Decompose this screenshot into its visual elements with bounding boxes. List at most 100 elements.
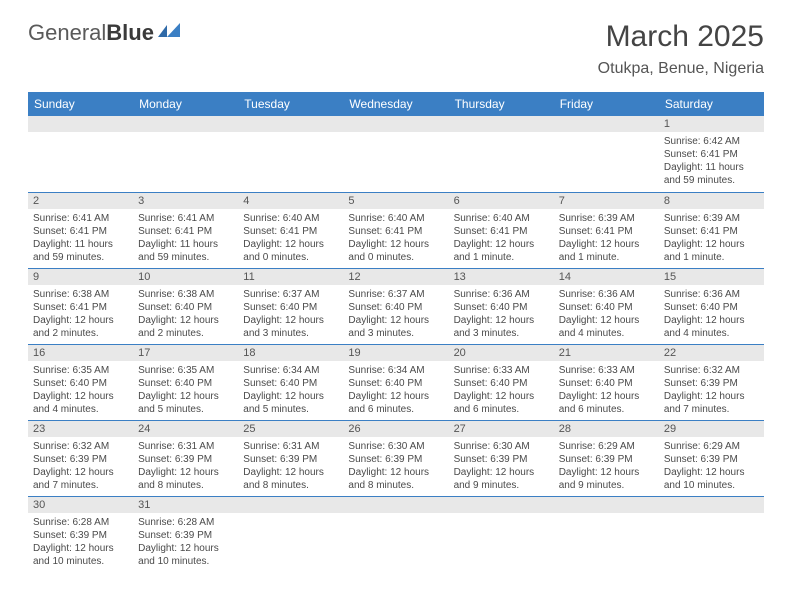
day-cell: 11Sunrise: 6:37 AMSunset: 6:40 PMDayligh… (238, 268, 343, 344)
day-body: Sunrise: 6:41 AMSunset: 6:41 PMDaylight:… (28, 209, 133, 268)
day-number: 18 (238, 345, 343, 361)
calendar-week: 2Sunrise: 6:41 AMSunset: 6:41 PMDaylight… (28, 192, 764, 268)
sunset: Sunset: 6:39 PM (559, 453, 654, 466)
day-cell: 14Sunrise: 6:36 AMSunset: 6:40 PMDayligh… (554, 268, 659, 344)
day-cell: 3Sunrise: 6:41 AMSunset: 6:41 PMDaylight… (133, 192, 238, 268)
sunset: Sunset: 6:39 PM (33, 529, 128, 542)
day-cell: 9Sunrise: 6:38 AMSunset: 6:41 PMDaylight… (28, 268, 133, 344)
empty-cell (554, 496, 659, 572)
sunset: Sunset: 6:41 PM (664, 225, 759, 238)
day-cell: 7Sunrise: 6:39 AMSunset: 6:41 PMDaylight… (554, 192, 659, 268)
day-body: Sunrise: 6:29 AMSunset: 6:39 PMDaylight:… (659, 437, 764, 496)
empty-cell (343, 116, 448, 192)
day-cell: 6Sunrise: 6:40 AMSunset: 6:41 PMDaylight… (449, 192, 554, 268)
daylight: Daylight: 12 hours and 2 minutes. (138, 314, 233, 340)
daylight: Daylight: 12 hours and 4 minutes. (664, 314, 759, 340)
sunrise: Sunrise: 6:28 AM (33, 516, 128, 529)
weekday-thursday: Thursday (449, 92, 554, 116)
day-body: Sunrise: 6:34 AMSunset: 6:40 PMDaylight:… (238, 361, 343, 420)
sunrise: Sunrise: 6:37 AM (243, 288, 338, 301)
sunset: Sunset: 6:39 PM (243, 453, 338, 466)
day-cell: 16Sunrise: 6:35 AMSunset: 6:40 PMDayligh… (28, 344, 133, 420)
day-number: 9 (28, 269, 133, 285)
calendar-table: SundayMondayTuesdayWednesdayThursdayFrid… (28, 92, 764, 572)
day-number: 8 (659, 193, 764, 209)
day-cell: 12Sunrise: 6:37 AMSunset: 6:40 PMDayligh… (343, 268, 448, 344)
empty-cell (554, 116, 659, 192)
sunrise: Sunrise: 6:38 AM (33, 288, 128, 301)
month-title: March 2025 (598, 20, 764, 54)
day-cell: 8Sunrise: 6:39 AMSunset: 6:41 PMDaylight… (659, 192, 764, 268)
day-body: Sunrise: 6:34 AMSunset: 6:40 PMDaylight:… (343, 361, 448, 420)
day-body: Sunrise: 6:28 AMSunset: 6:39 PMDaylight:… (133, 513, 238, 572)
day-body: Sunrise: 6:37 AMSunset: 6:40 PMDaylight:… (238, 285, 343, 344)
day-body: Sunrise: 6:35 AMSunset: 6:40 PMDaylight:… (28, 361, 133, 420)
sunset: Sunset: 6:41 PM (138, 225, 233, 238)
day-cell: 22Sunrise: 6:32 AMSunset: 6:39 PMDayligh… (659, 344, 764, 420)
calendar-week: 9Sunrise: 6:38 AMSunset: 6:41 PMDaylight… (28, 268, 764, 344)
weekday-wednesday: Wednesday (343, 92, 448, 116)
sunrise: Sunrise: 6:41 AM (138, 212, 233, 225)
calendar-week: 1Sunrise: 6:42 AMSunset: 6:41 PMDaylight… (28, 116, 764, 192)
day-body: Sunrise: 6:36 AMSunset: 6:40 PMDaylight:… (554, 285, 659, 344)
daylight: Daylight: 12 hours and 8 minutes. (348, 466, 443, 492)
daylight: Daylight: 12 hours and 6 minutes. (348, 390, 443, 416)
day-cell: 15Sunrise: 6:36 AMSunset: 6:40 PMDayligh… (659, 268, 764, 344)
sunset: Sunset: 6:40 PM (559, 377, 654, 390)
daylight: Daylight: 12 hours and 5 minutes. (138, 390, 233, 416)
sunrise: Sunrise: 6:30 AM (348, 440, 443, 453)
daylight: Daylight: 12 hours and 6 minutes. (454, 390, 549, 416)
daylight: Daylight: 12 hours and 0 minutes. (348, 238, 443, 264)
day-number: 26 (343, 421, 448, 437)
weekday-header: SundayMondayTuesdayWednesdayThursdayFrid… (28, 92, 764, 116)
weekday-sunday: Sunday (28, 92, 133, 116)
day-body: Sunrise: 6:41 AMSunset: 6:41 PMDaylight:… (133, 209, 238, 268)
day-cell: 13Sunrise: 6:36 AMSunset: 6:40 PMDayligh… (449, 268, 554, 344)
sunrise: Sunrise: 6:28 AM (138, 516, 233, 529)
day-number: 3 (133, 193, 238, 209)
daylight: Daylight: 11 hours and 59 minutes. (33, 238, 128, 264)
day-cell: 21Sunrise: 6:33 AMSunset: 6:40 PMDayligh… (554, 344, 659, 420)
sunset: Sunset: 6:40 PM (243, 301, 338, 314)
day-number: 28 (554, 421, 659, 437)
day-cell: 2Sunrise: 6:41 AMSunset: 6:41 PMDaylight… (28, 192, 133, 268)
day-number: 11 (238, 269, 343, 285)
day-cell: 1Sunrise: 6:42 AMSunset: 6:41 PMDaylight… (659, 116, 764, 192)
day-body: Sunrise: 6:40 AMSunset: 6:41 PMDaylight:… (343, 209, 448, 268)
sunrise: Sunrise: 6:30 AM (454, 440, 549, 453)
day-number: 23 (28, 421, 133, 437)
sunset: Sunset: 6:41 PM (454, 225, 549, 238)
day-cell: 10Sunrise: 6:38 AMSunset: 6:40 PMDayligh… (133, 268, 238, 344)
sunset: Sunset: 6:40 PM (454, 301, 549, 314)
day-body: Sunrise: 6:37 AMSunset: 6:40 PMDaylight:… (343, 285, 448, 344)
day-body: Sunrise: 6:31 AMSunset: 6:39 PMDaylight:… (133, 437, 238, 496)
day-number: 2 (28, 193, 133, 209)
brand-text: GeneralBlue (28, 20, 154, 46)
daylight: Daylight: 12 hours and 0 minutes. (243, 238, 338, 264)
sunrise: Sunrise: 6:29 AM (559, 440, 654, 453)
sunrise: Sunrise: 6:42 AM (664, 135, 759, 148)
sunset: Sunset: 6:41 PM (348, 225, 443, 238)
day-body: Sunrise: 6:42 AMSunset: 6:41 PMDaylight:… (659, 132, 764, 191)
sunrise: Sunrise: 6:31 AM (138, 440, 233, 453)
day-cell: 24Sunrise: 6:31 AMSunset: 6:39 PMDayligh… (133, 420, 238, 496)
day-number: 31 (133, 497, 238, 513)
day-body: Sunrise: 6:28 AMSunset: 6:39 PMDaylight:… (28, 513, 133, 572)
sunset: Sunset: 6:39 PM (664, 377, 759, 390)
daylight: Daylight: 12 hours and 8 minutes. (243, 466, 338, 492)
weekday-friday: Friday (554, 92, 659, 116)
daylight: Daylight: 12 hours and 1 minute. (664, 238, 759, 264)
day-cell: 4Sunrise: 6:40 AMSunset: 6:41 PMDaylight… (238, 192, 343, 268)
sunset: Sunset: 6:39 PM (454, 453, 549, 466)
sunset: Sunset: 6:41 PM (243, 225, 338, 238)
sunrise: Sunrise: 6:40 AM (454, 212, 549, 225)
sunset: Sunset: 6:39 PM (664, 453, 759, 466)
empty-cell (449, 496, 554, 572)
empty-cell (343, 496, 448, 572)
day-cell: 5Sunrise: 6:40 AMSunset: 6:41 PMDaylight… (343, 192, 448, 268)
sunrise: Sunrise: 6:33 AM (454, 364, 549, 377)
day-number: 7 (554, 193, 659, 209)
empty-cell (449, 116, 554, 192)
day-body: Sunrise: 6:33 AMSunset: 6:40 PMDaylight:… (449, 361, 554, 420)
weekday-monday: Monday (133, 92, 238, 116)
